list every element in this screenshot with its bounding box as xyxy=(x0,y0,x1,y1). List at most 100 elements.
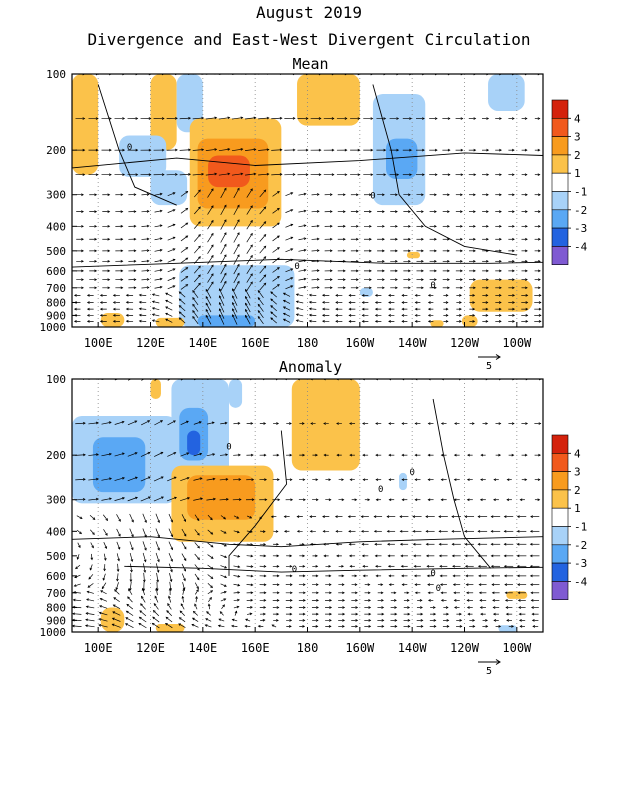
vector-head xyxy=(477,529,481,533)
circulation-vector xyxy=(283,318,291,323)
circulation-vector xyxy=(259,234,267,242)
vector-head xyxy=(289,564,293,568)
colorbar-swatch xyxy=(551,562,569,582)
vector-head xyxy=(192,297,195,300)
circulation-vector xyxy=(218,173,230,176)
x-tick-label: 120E xyxy=(136,641,165,655)
vector-head xyxy=(503,564,507,568)
vector-head xyxy=(433,612,437,616)
colorbar-swatch xyxy=(551,209,569,229)
circulation-vector xyxy=(180,284,188,290)
circulation-vector xyxy=(154,452,163,457)
vector-head xyxy=(369,259,372,263)
vector-head xyxy=(81,286,84,290)
circulation-vector xyxy=(126,604,134,610)
vector-head xyxy=(368,619,372,622)
vector-head xyxy=(427,599,431,602)
circulation-vector xyxy=(271,173,282,176)
vector-head xyxy=(537,498,541,502)
contour-label: 0 xyxy=(430,569,435,579)
vector-head xyxy=(438,515,442,519)
circulation-vector xyxy=(154,210,163,213)
circulation-vector xyxy=(205,117,217,120)
vector-head xyxy=(362,453,366,457)
vector-head xyxy=(151,622,155,626)
circulation-vector xyxy=(309,314,317,316)
vector-head xyxy=(426,564,430,568)
vector-head xyxy=(329,619,332,622)
vector-head xyxy=(452,564,455,568)
circulation-vector xyxy=(296,314,304,317)
vector-head xyxy=(276,422,280,425)
vector-head xyxy=(530,599,534,602)
circulation-vector xyxy=(167,259,176,263)
circulation-vector xyxy=(139,314,147,316)
circulation-vector xyxy=(233,555,240,557)
vector-head xyxy=(388,453,392,457)
vector-head xyxy=(485,625,489,628)
vector-head xyxy=(192,610,196,614)
vector-head xyxy=(263,245,267,249)
circulation-vector xyxy=(90,542,94,548)
vector-head xyxy=(165,292,169,296)
circulation-vector xyxy=(220,598,226,602)
x-tick-label: 160E xyxy=(241,336,270,350)
vector-head xyxy=(335,307,339,311)
vector-head xyxy=(173,476,177,480)
circulation-vector xyxy=(155,552,160,562)
vector-head xyxy=(348,319,352,323)
vector-head xyxy=(99,597,103,601)
vector-head xyxy=(81,224,84,228)
vector-head xyxy=(185,267,189,270)
vector-head xyxy=(331,74,335,76)
circulation-vector xyxy=(142,552,146,562)
vector-head xyxy=(115,587,119,591)
vector-head xyxy=(473,249,476,253)
vector-head xyxy=(525,314,529,317)
vector-head xyxy=(504,583,508,587)
vector-head xyxy=(433,625,437,628)
circulation-vector xyxy=(205,309,212,319)
vector-head xyxy=(421,210,424,214)
vector-head xyxy=(250,422,254,425)
circulation-vector xyxy=(232,288,238,299)
vector-head xyxy=(486,117,490,120)
vector-head xyxy=(172,223,176,227)
vector-head xyxy=(173,452,177,455)
vector-head xyxy=(81,278,84,282)
circulation-vector xyxy=(309,301,317,304)
vector-head xyxy=(253,148,257,151)
circulation-vector xyxy=(206,453,215,457)
vector-head xyxy=(434,193,437,197)
vector-head xyxy=(335,319,339,323)
vector-head xyxy=(538,193,541,197)
vector-head xyxy=(303,591,306,595)
vector-head xyxy=(146,210,150,213)
vector-head xyxy=(172,236,176,240)
vector-head xyxy=(245,308,248,312)
vector-head xyxy=(196,518,200,522)
vector-head xyxy=(172,209,176,212)
vector-head xyxy=(516,554,520,558)
vector-head xyxy=(445,314,449,317)
circulation-vector xyxy=(139,616,147,623)
vector-head xyxy=(342,286,346,290)
vector-head xyxy=(434,224,437,228)
vector-head xyxy=(134,476,138,480)
circulation-vector xyxy=(260,619,265,621)
vector-head xyxy=(275,530,279,533)
vector-head xyxy=(447,237,450,241)
circulation-vector xyxy=(207,233,214,243)
vector-head xyxy=(290,285,294,288)
vector-head xyxy=(355,237,359,241)
circulation-vector xyxy=(168,528,173,537)
circulation-vector xyxy=(231,625,238,627)
circulation-vector xyxy=(112,611,121,616)
circulation-vector xyxy=(207,220,214,230)
divergence-region xyxy=(100,312,125,327)
vector-head xyxy=(504,591,508,595)
vector-head xyxy=(290,248,294,251)
circulation-vector xyxy=(167,248,176,253)
vector-head xyxy=(178,291,182,295)
circulation-vector xyxy=(192,149,204,151)
